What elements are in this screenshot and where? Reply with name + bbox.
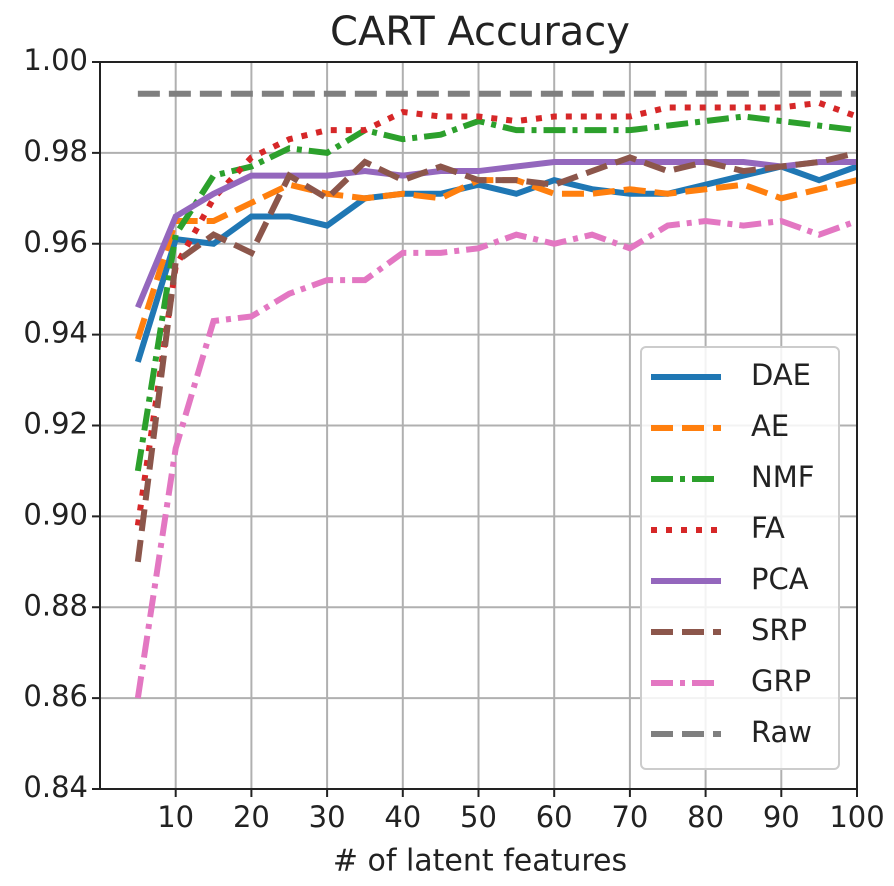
series-line xyxy=(134,113,858,472)
x-axis-label: # of latent features xyxy=(333,844,627,879)
plot-frame xyxy=(99,61,858,790)
legend: DAE AE NMF FA PCA SRP GRP Raw xyxy=(640,346,840,770)
y-tick-label: 0.90 xyxy=(23,497,88,531)
series-line xyxy=(135,158,857,309)
y-tick-label: 0.84 xyxy=(23,770,88,804)
y-tick-label: 0.86 xyxy=(23,679,88,713)
legend-label: GRP xyxy=(751,664,811,698)
x-tick-label: 50 xyxy=(460,800,497,834)
legend-label: SRP xyxy=(751,613,807,647)
x-tick-label: 40 xyxy=(384,800,421,834)
x-tick-label: 60 xyxy=(536,800,573,834)
legend-label: NMF xyxy=(751,460,814,494)
x-tick-label: 90 xyxy=(763,800,800,834)
legend-label: FA xyxy=(751,511,785,545)
series-line xyxy=(134,217,859,699)
legend-label: DAE xyxy=(751,358,811,392)
x-tick-label: 80 xyxy=(687,800,724,834)
x-tick-label: 100 xyxy=(829,800,884,834)
series-line xyxy=(134,177,858,341)
y-tick-label: 0.88 xyxy=(23,588,88,622)
chart-title: CART Accuracy xyxy=(330,9,630,55)
legend-label: AE xyxy=(751,409,789,443)
series-line xyxy=(134,163,859,363)
y-tick-label: 0.98 xyxy=(23,134,88,168)
x-tick-label: 20 xyxy=(233,800,270,834)
series-line xyxy=(134,149,858,563)
x-tick-label: 10 xyxy=(157,800,194,834)
legend-label: PCA xyxy=(751,562,809,596)
y-tick-label: 1.00 xyxy=(23,43,88,77)
y-tick-label: 0.94 xyxy=(23,316,88,350)
x-tick-label: 70 xyxy=(611,800,648,834)
legend-label: Raw xyxy=(751,715,812,749)
y-tick-label: 0.96 xyxy=(23,225,88,259)
x-tick-label: 30 xyxy=(309,800,346,834)
legend-box xyxy=(640,346,840,770)
y-tick-label: 0.92 xyxy=(23,407,88,441)
